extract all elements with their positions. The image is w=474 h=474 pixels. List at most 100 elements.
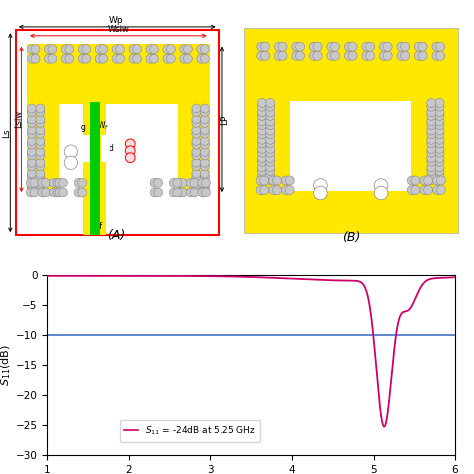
Circle shape <box>64 145 78 158</box>
Circle shape <box>166 55 175 63</box>
Circle shape <box>397 51 406 60</box>
Text: lif: lif <box>102 149 109 158</box>
Circle shape <box>260 51 270 60</box>
Circle shape <box>112 55 121 63</box>
Circle shape <box>265 148 275 157</box>
Circle shape <box>192 183 201 192</box>
Circle shape <box>201 140 209 149</box>
Circle shape <box>201 188 210 197</box>
Circle shape <box>295 51 305 60</box>
Circle shape <box>427 144 436 154</box>
Circle shape <box>285 185 294 195</box>
Circle shape <box>30 178 39 187</box>
Circle shape <box>74 188 83 197</box>
Circle shape <box>436 176 446 185</box>
Circle shape <box>435 129 444 139</box>
Circle shape <box>27 180 36 189</box>
Circle shape <box>260 185 269 195</box>
Circle shape <box>362 42 371 51</box>
Circle shape <box>175 188 184 197</box>
Circle shape <box>99 45 108 54</box>
Circle shape <box>433 176 442 185</box>
Circle shape <box>169 178 178 187</box>
Circle shape <box>192 137 201 146</box>
Circle shape <box>31 45 40 54</box>
Circle shape <box>192 169 201 178</box>
Circle shape <box>149 45 158 54</box>
Circle shape <box>201 180 209 189</box>
Bar <box>59 104 178 194</box>
Circle shape <box>257 154 266 163</box>
Circle shape <box>435 99 444 108</box>
Circle shape <box>53 188 62 197</box>
Circle shape <box>313 42 322 51</box>
Circle shape <box>427 166 436 175</box>
Circle shape <box>435 108 444 117</box>
Circle shape <box>146 55 155 63</box>
Circle shape <box>435 166 444 175</box>
Circle shape <box>257 129 266 139</box>
Circle shape <box>27 169 36 178</box>
Circle shape <box>201 147 209 156</box>
Circle shape <box>427 154 436 163</box>
Circle shape <box>201 137 209 146</box>
Circle shape <box>146 45 155 54</box>
Circle shape <box>201 183 209 192</box>
Circle shape <box>36 169 45 178</box>
Circle shape <box>48 45 57 54</box>
Circle shape <box>166 45 175 54</box>
Circle shape <box>49 178 58 187</box>
Circle shape <box>265 126 275 135</box>
Circle shape <box>314 186 327 200</box>
Circle shape <box>265 166 275 175</box>
Circle shape <box>257 120 266 129</box>
Circle shape <box>27 140 36 149</box>
Circle shape <box>257 148 266 157</box>
Circle shape <box>36 129 45 138</box>
Circle shape <box>257 172 266 181</box>
Circle shape <box>95 55 104 63</box>
Circle shape <box>257 175 266 184</box>
Circle shape <box>149 55 158 63</box>
Circle shape <box>435 148 444 157</box>
Text: g: g <box>81 123 86 132</box>
Circle shape <box>427 139 436 148</box>
Circle shape <box>133 45 142 54</box>
Bar <box>90 101 100 235</box>
Circle shape <box>435 139 444 148</box>
Circle shape <box>330 42 339 51</box>
Bar <box>83 104 106 235</box>
Circle shape <box>265 120 275 129</box>
Circle shape <box>418 51 427 60</box>
Circle shape <box>183 55 192 63</box>
Circle shape <box>435 144 444 154</box>
Circle shape <box>198 188 207 197</box>
Circle shape <box>192 129 201 138</box>
Circle shape <box>435 172 444 181</box>
Circle shape <box>201 178 210 187</box>
Circle shape <box>192 108 201 117</box>
Circle shape <box>192 180 201 189</box>
Circle shape <box>27 115 36 124</box>
Circle shape <box>45 45 53 54</box>
Circle shape <box>192 151 201 160</box>
Circle shape <box>401 51 410 60</box>
Circle shape <box>183 45 192 54</box>
Circle shape <box>414 42 424 51</box>
Circle shape <box>201 158 209 167</box>
Circle shape <box>27 158 36 167</box>
Circle shape <box>36 115 45 124</box>
Circle shape <box>186 178 195 187</box>
Circle shape <box>55 178 64 187</box>
Circle shape <box>383 42 392 51</box>
Circle shape <box>265 99 275 108</box>
Text: d: d <box>109 144 113 153</box>
Circle shape <box>27 118 36 128</box>
Circle shape <box>327 51 336 60</box>
Circle shape <box>82 45 91 54</box>
Circle shape <box>36 126 45 135</box>
Circle shape <box>61 45 70 54</box>
Circle shape <box>201 169 209 178</box>
Circle shape <box>427 108 436 117</box>
Circle shape <box>27 45 36 54</box>
